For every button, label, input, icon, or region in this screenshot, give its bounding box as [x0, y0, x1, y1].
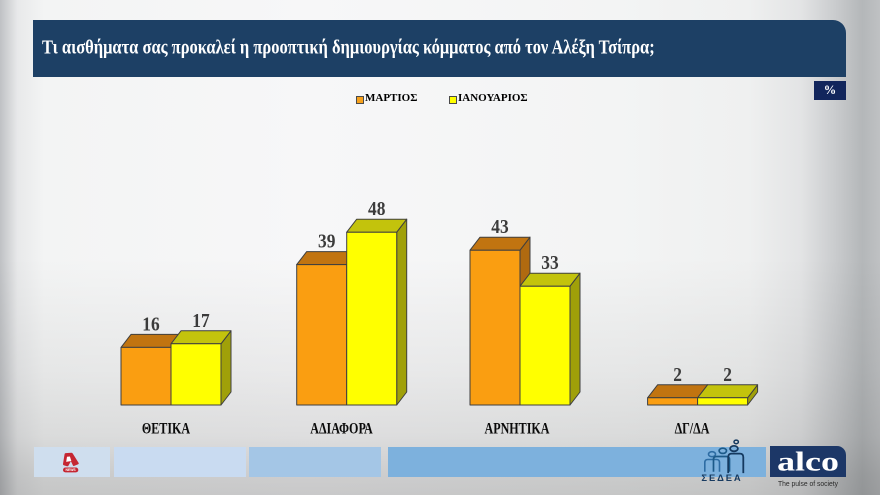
svg-text:ΘΕΤΙΚΑ: ΘΕΤΙΚΑ — [142, 421, 190, 438]
svg-text:43: 43 — [491, 216, 508, 238]
svg-text:17: 17 — [192, 310, 209, 332]
svg-text:ΔΓ/ΔΑ: ΔΓ/ΔΑ — [675, 421, 710, 438]
svg-text:33: 33 — [541, 252, 558, 274]
svg-text:ΑΔΙΑΦΟΡΑ: ΑΔΙΑΦΟΡΑ — [310, 421, 373, 438]
svg-text:48: 48 — [368, 198, 385, 220]
svg-text:2: 2 — [723, 364, 732, 386]
svg-text:2: 2 — [673, 364, 682, 386]
svg-text:16: 16 — [142, 313, 159, 335]
svg-text:39: 39 — [318, 231, 335, 253]
svg-text:NEWS: NEWS — [66, 468, 77, 472]
svg-text:ΑΡΝΗΤΙΚΑ: ΑΡΝΗΤΙΚΑ — [484, 421, 549, 438]
